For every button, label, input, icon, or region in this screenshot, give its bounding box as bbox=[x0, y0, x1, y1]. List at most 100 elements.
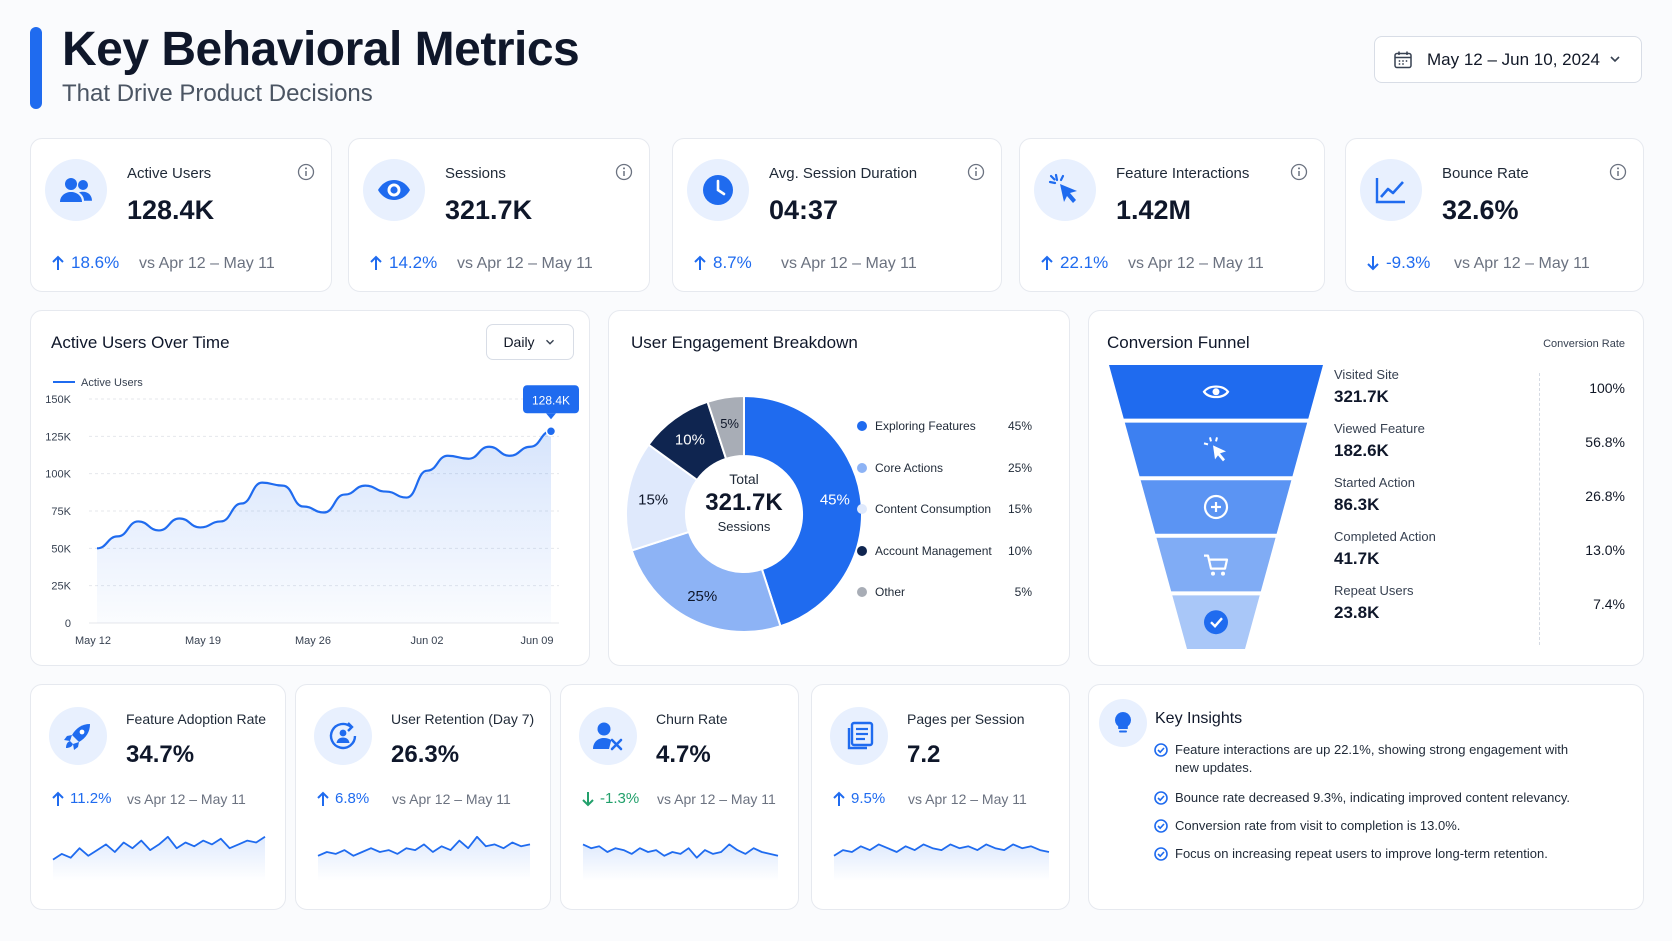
date-range-label: May 12 – Jun 10, 2024 bbox=[1427, 49, 1600, 69]
refresh-user-icon bbox=[314, 707, 372, 765]
legend-item: Content Consumption 15% bbox=[857, 502, 1032, 516]
sparkline-area bbox=[834, 844, 1049, 881]
users-icon bbox=[45, 159, 107, 221]
eye-icon bbox=[1202, 385, 1230, 399]
funnel-step-rate: 26.8% bbox=[1585, 488, 1625, 504]
metric-label: Feature Adoption Rate bbox=[126, 711, 267, 727]
title-accent-bar bbox=[30, 27, 42, 109]
kpi-delta-value: -9.3% bbox=[1386, 253, 1431, 272]
funnel-step-rate: 100% bbox=[1589, 380, 1625, 396]
metric-compare: vs Apr 12 – May 11 bbox=[127, 791, 246, 807]
insights-card: Key Insights Feature interactions are up… bbox=[1088, 684, 1644, 910]
metric-delta-value: 6.8% bbox=[335, 790, 370, 807]
kpi-value: 128.4K bbox=[127, 195, 215, 225]
engagement-title: User Engagement Breakdown bbox=[631, 333, 858, 352]
funnel-step-value: 182.6K bbox=[1334, 441, 1389, 460]
funnel-step-label: Visited Site bbox=[1334, 367, 1399, 382]
info-icon[interactable] bbox=[615, 163, 633, 186]
funnel-step-label: Viewed Feature bbox=[1334, 421, 1425, 436]
kpi-compare: vs Apr 12 – May 11 bbox=[139, 255, 275, 272]
active-users-chart-title: Active Users Over Time bbox=[51, 333, 230, 352]
kpi-value: 32.6% bbox=[1442, 195, 1519, 225]
kpi-delta-value: 14.2% bbox=[389, 253, 438, 272]
lightbulb-icon bbox=[1099, 699, 1147, 747]
kpi-compare: vs Apr 12 – May 11 bbox=[1128, 255, 1264, 272]
kpi-label: Active Users bbox=[127, 165, 212, 182]
kpi-label: Avg. Session Duration bbox=[769, 165, 918, 182]
slice-label: 15% bbox=[638, 492, 668, 509]
clock-icon bbox=[687, 159, 749, 221]
sparkline bbox=[833, 843, 1050, 881]
funnel-step bbox=[1109, 365, 1323, 419]
info-icon[interactable] bbox=[297, 163, 315, 186]
donut-center-sub: Sessions bbox=[717, 519, 771, 534]
funnel-step-label: Started Action bbox=[1334, 475, 1415, 490]
info-icon[interactable] bbox=[1290, 163, 1308, 186]
interval-dropdown[interactable]: Daily bbox=[486, 324, 574, 360]
insight-item: Focus on increasing repeat users to impr… bbox=[1154, 845, 1594, 863]
donut-slice bbox=[630, 530, 782, 633]
funnel-step-rate: 56.8% bbox=[1585, 434, 1625, 450]
funnel-step-value: 86.3K bbox=[1334, 495, 1380, 514]
legend-label: Active Users bbox=[81, 377, 143, 389]
active-users-line-chart: Active Users 0 25K 50K 75K 100K 125K 150K 128.4K… bbox=[45, 377, 579, 647]
donut-center-value: 321.7K bbox=[705, 489, 783, 516]
kpi-card: Avg. Session Duration 04:37 8.7% vs Apr … bbox=[672, 138, 1002, 292]
legend-swatch bbox=[857, 462, 867, 473]
x-tick-label: Jun 09 bbox=[520, 635, 553, 647]
active-users-chart-card: Active Users Over Time Daily Active User… bbox=[30, 310, 590, 666]
x-tick-label: May 19 bbox=[185, 635, 221, 647]
y-tick-label: 50K bbox=[51, 543, 71, 555]
sparkline bbox=[582, 843, 779, 881]
kpi-delta-value: 18.6% bbox=[71, 253, 120, 272]
metric-value: 7.2 bbox=[907, 741, 941, 768]
kpi-card: Feature Interactions 1.42M 22.1% vs Apr … bbox=[1019, 138, 1325, 292]
legend-swatch bbox=[857, 545, 867, 556]
check-circle-icon bbox=[1154, 819, 1168, 833]
kpi-delta: 8.7% bbox=[693, 253, 752, 273]
kpi-label: Sessions bbox=[445, 165, 506, 182]
funnel-step-value: 23.8K bbox=[1334, 603, 1380, 622]
info-icon[interactable] bbox=[1609, 163, 1627, 186]
callout-label: 128.4K bbox=[532, 393, 570, 407]
x-tick-label: May 26 bbox=[295, 635, 331, 647]
calendar-icon bbox=[1394, 51, 1412, 68]
legend-item: Other 5% bbox=[857, 585, 1032, 599]
slice-label: 45% bbox=[820, 492, 850, 509]
metric-delta: -1.3% bbox=[581, 790, 639, 807]
kpi-label: Feature Interactions bbox=[1116, 165, 1250, 182]
legend-value: 45% bbox=[1007, 419, 1032, 433]
value-callout: 128.4K bbox=[523, 385, 579, 420]
funnel-step-rate: 13.0% bbox=[1585, 542, 1625, 558]
slice-label: 5% bbox=[720, 416, 739, 431]
legend-item: Exploring Features 45% bbox=[857, 419, 1032, 433]
arrow-up-icon bbox=[693, 255, 707, 271]
info-icon[interactable] bbox=[967, 163, 985, 186]
y-tick-label: 25K bbox=[51, 581, 71, 593]
metric-card: Feature Adoption Rate 34.7% 11.2% vs Apr… bbox=[30, 684, 286, 910]
line-chart-icon bbox=[1360, 159, 1422, 221]
insights-title: Key Insights bbox=[1155, 710, 1243, 727]
funnel-step-label: Completed Action bbox=[1334, 529, 1436, 544]
funnel-card: Conversion Funnel Conversion Rate Visite… bbox=[1088, 310, 1644, 666]
legend-label: Account Management bbox=[875, 543, 992, 558]
kpi-delta: 14.2% bbox=[369, 253, 437, 273]
kpi-delta: 18.6% bbox=[51, 253, 119, 273]
funnel-step-value: 41.7K bbox=[1334, 549, 1380, 568]
y-tick-label: 100K bbox=[45, 469, 71, 481]
metric-compare: vs Apr 12 – May 11 bbox=[657, 791, 776, 807]
kpi-value: 04:37 bbox=[769, 195, 839, 225]
engagement-card: User Engagement Breakdown 45% 25% 15% 10% 5%… bbox=[608, 310, 1070, 666]
funnel-step-label: Repeat Users bbox=[1334, 583, 1414, 598]
legend-item: Account Management 10% bbox=[857, 544, 1032, 558]
kpi-card: Bounce Rate 32.6% -9.3% vs Apr 12 – May … bbox=[1345, 138, 1644, 292]
funnel-step-rate: 7.4% bbox=[1593, 596, 1625, 612]
slice-label: 25% bbox=[687, 588, 717, 605]
insight-item: Bounce rate decreased 9.3%, indicating i… bbox=[1154, 789, 1594, 807]
legend-value: 5% bbox=[1014, 585, 1032, 599]
metric-delta-value: 11.2% bbox=[70, 790, 112, 807]
funnel-graphic bbox=[1109, 365, 1323, 649]
donut-center: Total 321.7K Sessions bbox=[679, 471, 809, 534]
eye-icon bbox=[363, 159, 425, 221]
date-range-picker[interactable]: May 12 – Jun 10, 2024 bbox=[1374, 36, 1642, 83]
